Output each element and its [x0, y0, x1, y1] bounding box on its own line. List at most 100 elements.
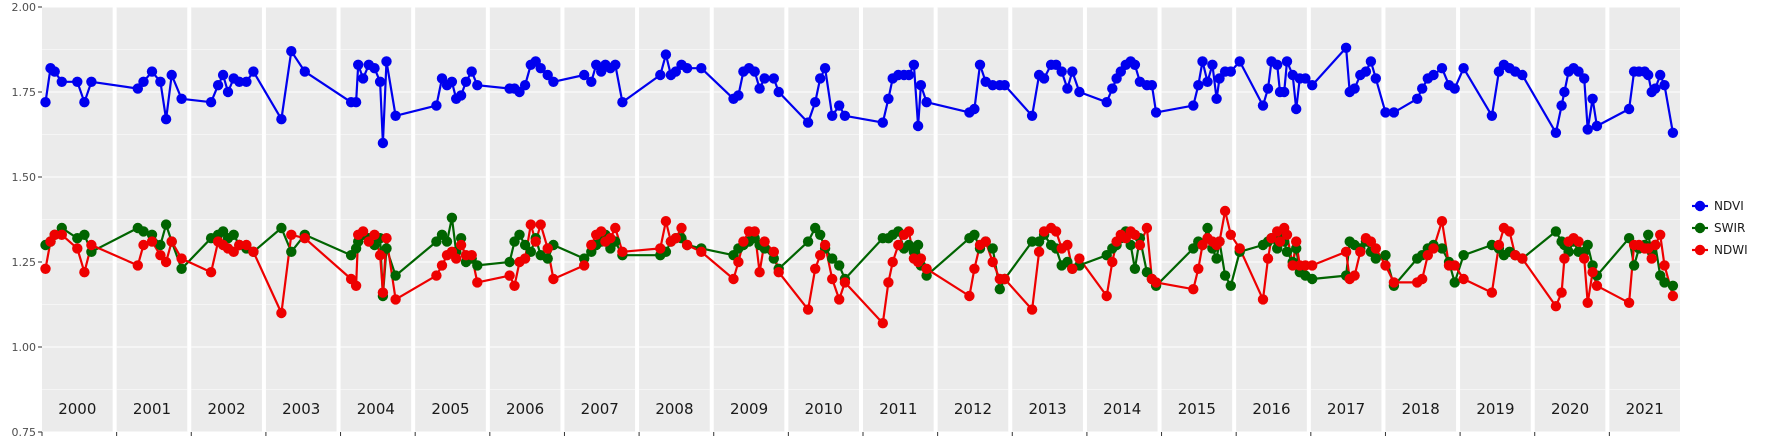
data-point-ndvi	[670, 66, 681, 77]
data-point-ndwi	[166, 236, 177, 247]
year-label-2009: 2009	[730, 400, 768, 418]
data-point-ndwi	[1623, 297, 1635, 308]
data-point-swir	[446, 212, 458, 223]
year-label-2020: 2020	[1551, 400, 1589, 418]
data-point-swir	[802, 236, 814, 247]
data-point-ndwi	[1355, 246, 1366, 257]
data-point-ndwi	[431, 270, 442, 281]
data-point-ndwi	[1428, 243, 1439, 254]
data-point-ndwi	[1646, 253, 1657, 264]
data-point-swir	[834, 260, 845, 271]
data-point-ndwi	[1349, 270, 1360, 281]
data-point-ndwi	[79, 267, 90, 278]
data-point-ndwi	[1667, 290, 1679, 302]
data-point-ndwi	[1026, 304, 1038, 315]
data-point-ndvi	[1550, 127, 1562, 138]
data-point-ndvi	[535, 62, 546, 74]
data-point-ndwi	[1266, 233, 1277, 244]
data-point-ndwi	[1141, 222, 1153, 234]
data-point-ndwi	[1281, 229, 1293, 240]
data-point-ndvi	[810, 97, 821, 108]
data-point-ndwi	[1436, 216, 1448, 227]
data-point-ndvi	[446, 76, 458, 88]
data-point-ndvi	[815, 73, 826, 84]
data-point-ndwi	[350, 280, 362, 291]
data-point-ndwi	[827, 273, 838, 285]
data-point-ndwi	[1655, 229, 1666, 240]
data-point-ndvi	[1291, 103, 1302, 115]
data-point-ndvi	[1579, 73, 1590, 84]
data-point-ndwi	[586, 239, 597, 251]
data-point-ndvi	[1388, 107, 1400, 118]
data-point-ndvi	[768, 73, 779, 84]
data-point-ndvi	[1207, 59, 1218, 70]
data-point-ndwi	[921, 263, 932, 274]
data-point-ndwi	[1579, 253, 1590, 264]
data-point-ndvi	[733, 90, 744, 101]
data-point-ndwi	[596, 226, 607, 237]
data-point-ndwi	[132, 260, 143, 271]
data-point-ndvi	[1067, 66, 1078, 77]
data-point-swir	[155, 239, 166, 251]
data-point-ndwi	[1582, 297, 1593, 308]
data-point-ndwi	[605, 233, 616, 244]
data-point-ndvi	[548, 76, 559, 88]
y-tick-label: 0.75	[12, 426, 37, 439]
data-point-ndvi	[827, 110, 838, 122]
year-label-2013: 2013	[1028, 400, 1066, 418]
data-point-ndvi	[377, 137, 389, 149]
data-point-swir	[1281, 246, 1293, 257]
data-point-ndvi	[877, 117, 888, 128]
data-point-ndwi	[1225, 229, 1237, 240]
data-point-swir	[969, 229, 980, 240]
data-point-swir	[381, 243, 392, 254]
data-point-ndvi	[286, 46, 297, 57]
y-tick-label: 1.50	[12, 171, 37, 184]
data-point-ndvi	[579, 69, 590, 81]
legend: NDVI SWIR NDWI	[1692, 199, 1748, 257]
data-point-ndwi	[969, 263, 980, 274]
data-point-ndvi	[1150, 107, 1162, 118]
data-point-ndvi	[276, 114, 287, 125]
data-point-ndwi	[509, 280, 520, 291]
data-point-ndvi	[610, 59, 621, 70]
data-point-ndvi	[455, 90, 467, 101]
data-point-ndvi	[390, 110, 401, 122]
data-point-ndwi	[1219, 205, 1231, 217]
data-point-ndwi	[374, 250, 386, 261]
data-point-ndvi	[155, 76, 166, 88]
data-point-ndvi	[299, 66, 310, 77]
data-point-ndvi	[542, 69, 553, 81]
data-point-ndwi	[1556, 287, 1567, 298]
data-point-ndwi	[877, 318, 888, 329]
data-point-ndwi	[733, 256, 744, 268]
data-point-ndwi	[883, 277, 894, 288]
data-point-ndvi	[1272, 59, 1283, 70]
data-point-ndvi	[1365, 56, 1377, 67]
data-point-swir	[286, 246, 297, 257]
data-point-ndwi	[381, 233, 392, 244]
data-point-swir	[176, 263, 187, 274]
y-tick-label: 1.25	[12, 256, 37, 269]
data-point-ndvi	[56, 76, 67, 88]
y-tick-label: 2.00	[12, 1, 37, 14]
data-point-ndvi	[883, 93, 894, 105]
data-point-ndvi	[1188, 100, 1199, 111]
data-point-ndvi	[160, 114, 172, 125]
data-point-swir	[1202, 222, 1213, 234]
y-tick-label: 1.75	[12, 86, 37, 99]
data-point-ndvi	[1650, 83, 1661, 94]
data-point-ndvi	[1667, 127, 1679, 138]
data-point-ndwi	[369, 229, 380, 240]
year-label-2001: 2001	[133, 400, 171, 418]
data-point-ndwi	[155, 250, 166, 261]
data-point-ndvi	[974, 59, 986, 70]
data-point-ndwi	[810, 263, 821, 274]
data-point-ndwi	[1134, 239, 1146, 251]
data-point-ndwi	[1458, 273, 1469, 285]
data-point-ndvi	[660, 49, 672, 60]
data-point-ndwi	[964, 290, 975, 302]
data-point-ndwi	[819, 239, 831, 251]
data-point-ndwi	[676, 222, 687, 234]
year-label-2012: 2012	[954, 400, 992, 418]
